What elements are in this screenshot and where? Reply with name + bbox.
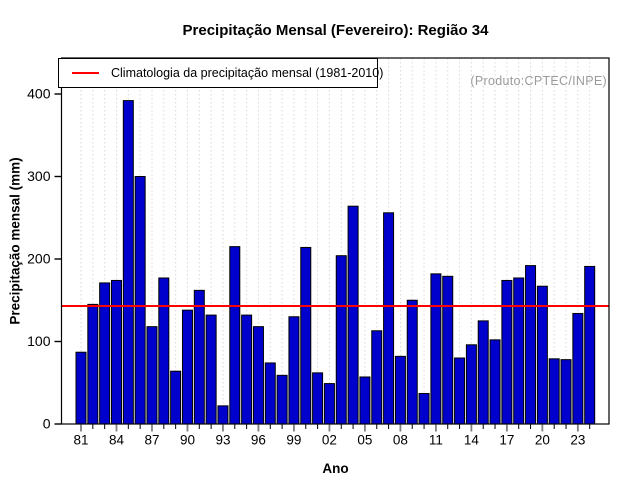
x-tick-label-2008: 08 [393,433,408,448]
x-tick-label-2002: 02 [322,433,337,448]
bar-1986 [134,176,146,425]
bar-1990 [181,309,193,425]
y-tick-label-400: 400 [27,86,51,102]
y-axis-title: Precipitação mensal (mm) [7,157,23,325]
x-tick-label-2014: 14 [464,433,480,448]
legend: Climatologia da precipitação mensal (198… [58,58,383,88]
bar-2000 [300,246,312,425]
x-tick-label-1990: 90 [180,433,195,448]
bar-2015 [477,320,489,425]
bar-2009 [406,299,418,425]
bar-2007 [383,212,395,425]
bar-2003 [335,255,347,425]
y-tick-label-0: 0 [43,416,51,432]
bar-1996 [252,326,264,425]
bar-1994 [229,246,241,425]
x-tick-label-2011: 11 [429,433,443,448]
bar-2011 [430,273,442,425]
y-tick-label-100: 100 [27,333,51,349]
x-tick-label-2020: 20 [535,433,550,448]
bar-2004 [347,205,359,425]
bar-2016 [489,339,501,425]
bar-1988 [158,277,170,425]
bar-1993 [217,405,229,425]
y-tick-label-300: 300 [27,168,51,184]
legend-label: Climatologia da precipitação mensal (198… [111,66,384,80]
bar-2002 [323,383,335,425]
bar-1984 [110,279,122,425]
bar-1981 [75,351,87,425]
bar-1997 [264,362,276,425]
bar-1989 [170,370,182,425]
x-tick-label-2005: 05 [357,433,372,448]
bar-2022 [560,359,572,425]
x-tick-label-1984: 84 [109,433,125,448]
produto-annotation: (Produto:CPTEC/INPE) [470,74,607,88]
bar-2006 [371,330,383,425]
bar-1998 [276,374,288,425]
bar-2012 [442,275,454,425]
bar-1985 [122,100,134,425]
bar-1982 [87,303,99,425]
bar-2014 [465,344,477,425]
bar-2017 [501,279,513,425]
x-tick-label-2017: 17 [499,433,514,448]
bar-2018 [513,277,525,425]
x-tick-label-2023: 23 [570,433,585,448]
x-tick-label-1993: 93 [215,433,230,448]
climatology-line-swatch [72,72,99,74]
bar-1983 [99,282,111,425]
chart-title: Precipitação Mensal (Fevereiro): Região … [182,22,489,39]
bar-1987 [146,326,158,425]
bar-2013 [454,357,466,425]
bar-2001 [312,372,324,425]
y-tick-label-200: 200 [27,251,51,267]
x-axis-title: Ano [322,461,349,476]
bar-1991 [193,289,205,425]
x-tick-label-1999: 99 [286,433,301,448]
bar-2019 [525,265,537,425]
bar-2005 [359,376,371,425]
bar-2024 [584,265,596,425]
bar-2023 [572,312,584,425]
bar-2021 [548,358,560,425]
bar-2010 [418,392,430,425]
x-tick-label-1987: 87 [144,433,159,448]
bar-1992 [205,314,217,425]
x-tick-label-1981: 81 [73,433,88,448]
bar-2008 [394,355,406,425]
bar-1995 [241,314,253,425]
x-tick-label-1996: 96 [251,433,266,448]
bar-1999 [288,316,300,425]
